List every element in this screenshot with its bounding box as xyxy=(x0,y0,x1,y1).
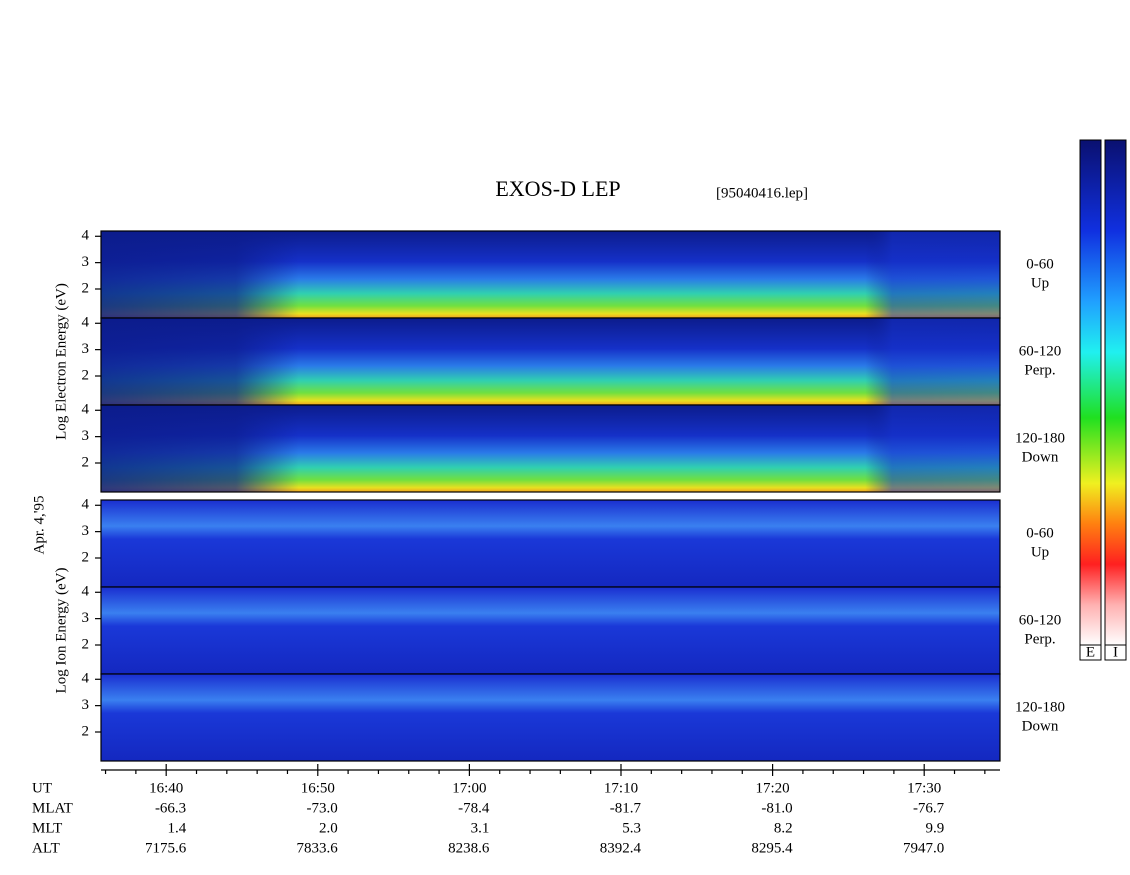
chart-title: EXOS-D LEP xyxy=(495,176,620,201)
panel-shade xyxy=(101,231,1000,318)
panel-shade xyxy=(101,405,1000,492)
x-tick-label: 17:30 xyxy=(907,780,941,796)
colorbar xyxy=(1079,139,1102,646)
orbit-value: 1.4 xyxy=(167,820,186,836)
panel-frame xyxy=(100,404,1001,493)
x-axis-label: UT xyxy=(32,780,52,796)
direction-label: Down xyxy=(1022,718,1059,734)
y-tick-label: 2 xyxy=(82,454,90,470)
channel-label: 60-120 xyxy=(1019,343,1062,359)
panel-background xyxy=(101,500,1000,587)
orbit-value: 5.3 xyxy=(622,820,641,836)
orbit-value: -76.7 xyxy=(913,800,945,816)
x-tick-label: 16:40 xyxy=(149,780,183,796)
panel-background xyxy=(101,587,1000,674)
y-tick-label: 3 xyxy=(82,341,90,357)
colorbar-label-box xyxy=(1104,644,1127,661)
direction-label: Up xyxy=(1031,275,1049,291)
y-tick-label: 4 xyxy=(82,671,90,687)
orbit-value: 9.9 xyxy=(925,820,944,836)
channel-label: 0-60 xyxy=(1026,256,1054,272)
colorbar-label: E xyxy=(1086,644,1095,660)
direction-label: Down xyxy=(1022,449,1059,465)
y-tick-label: 2 xyxy=(82,636,90,652)
orbit-value: 8238.6 xyxy=(448,840,490,856)
y-tick-label: 2 xyxy=(82,280,90,296)
direction-label: Perp. xyxy=(1024,362,1055,378)
orbit-value: -66.3 xyxy=(155,800,186,816)
orbit-value: -81.0 xyxy=(761,800,792,816)
panel-background xyxy=(101,674,1000,761)
orbit-value: 7947.0 xyxy=(903,840,944,856)
orbit-value: -81.7 xyxy=(610,800,642,816)
direction-label: Perp. xyxy=(1024,631,1055,647)
y-tick-label: 4 xyxy=(82,584,90,600)
y-tick-label: 4 xyxy=(82,228,90,244)
orbit-row-label: MLT xyxy=(32,820,62,836)
x-tick-label: 16:50 xyxy=(301,780,335,796)
orbit-value: 7833.6 xyxy=(297,840,339,856)
x-tick-label: 17:10 xyxy=(604,780,638,796)
y-tick-label: 3 xyxy=(82,254,90,270)
orbit-value: -78.4 xyxy=(458,800,490,816)
y-tick-label: 3 xyxy=(82,523,90,539)
orbit-value: 8295.4 xyxy=(751,840,793,856)
file-name: [95040416.lep] xyxy=(716,185,808,201)
channel-label: 120-180 xyxy=(1015,699,1065,715)
orbit-row-label: MLAT xyxy=(32,800,73,816)
y-tick-label: 3 xyxy=(82,428,90,444)
y-tick-label: 4 xyxy=(82,315,90,331)
x-tick-label: 17:20 xyxy=(756,780,790,796)
y-tick-label: 3 xyxy=(82,697,90,713)
channel-label: 0-60 xyxy=(1026,525,1054,541)
y-tick-label: 3 xyxy=(82,610,90,626)
panel-shade xyxy=(101,318,1000,405)
y-axis-label: Log Ion Energy (eV) xyxy=(53,568,69,694)
orbit-row-label: ALT xyxy=(32,840,60,856)
colorbar-label-box xyxy=(1079,644,1102,661)
orbit-value: 8392.4 xyxy=(600,840,642,856)
y-tick-label: 2 xyxy=(82,723,90,739)
colorbar xyxy=(1104,139,1127,646)
orbit-value: -73.0 xyxy=(307,800,338,816)
channel-label: 120-180 xyxy=(1015,430,1065,446)
y-tick-label: 4 xyxy=(82,402,90,418)
orbit-value: 8.2 xyxy=(774,820,793,836)
y-axis-label: Log Electron Energy (eV) xyxy=(53,283,69,440)
y-tick-label: 2 xyxy=(82,549,90,565)
y-tick-label: 4 xyxy=(82,497,90,513)
panel-frame xyxy=(100,673,1001,762)
y-tick-label: 2 xyxy=(82,367,90,383)
orbit-value: 3.1 xyxy=(471,820,490,836)
orbit-value: 2.0 xyxy=(319,820,338,836)
orbit-value: 7175.6 xyxy=(145,840,187,856)
date-label: Apr. 4,'95 xyxy=(31,496,47,555)
direction-label: Up xyxy=(1031,544,1049,560)
x-tick-label: 17:00 xyxy=(452,780,486,796)
colorbar-label: I xyxy=(1113,644,1118,660)
channel-label: 60-120 xyxy=(1019,612,1062,628)
